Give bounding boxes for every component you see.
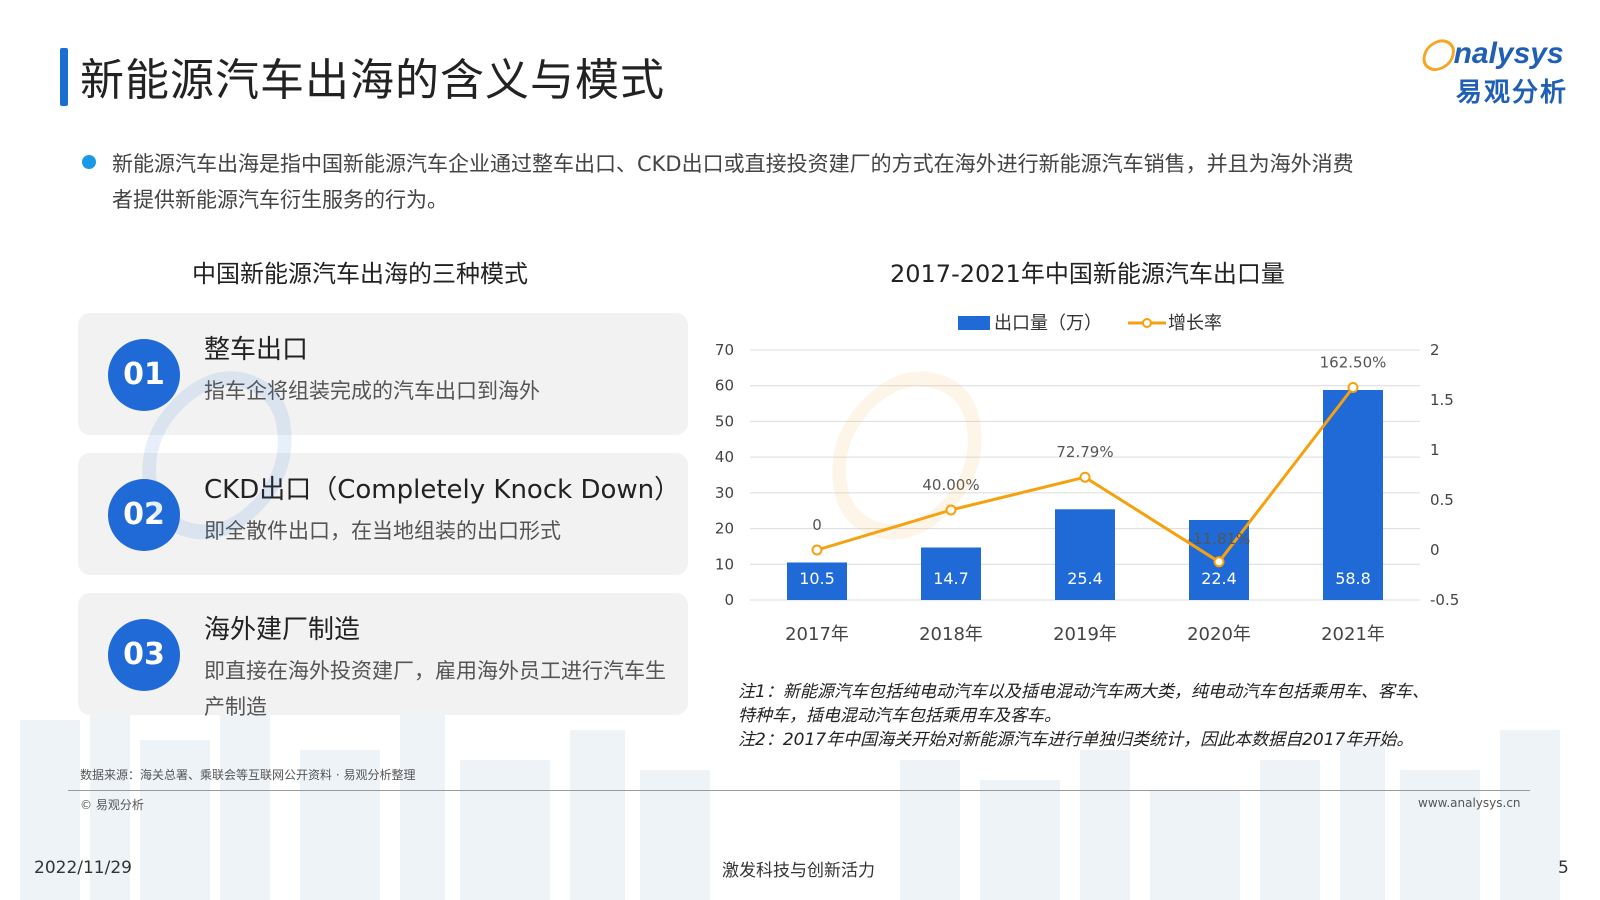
growth-rate-label: 162.50% xyxy=(1320,354,1387,372)
brand-logo: ◯nalysys 易观分析 xyxy=(1420,38,1588,109)
intro-line-2: 者提供新能源汽车衍生服务的行为。 xyxy=(112,188,448,212)
bar-value-label: 25.4 xyxy=(1067,569,1103,588)
logo-swoosh-icon: ◯ xyxy=(1420,37,1454,70)
export-volume-chart: 出口量（万） 增长率 0 10 20 30 40 50 60 70 -0.5 0 0.5 1 1.5 2 10.… xyxy=(715,313,1459,645)
bar xyxy=(1055,509,1115,600)
y-left-tick-label: 60 xyxy=(715,377,734,395)
x-tick-label: 2018年 xyxy=(919,624,983,645)
note-1-line-1: 注1：新能源汽车包括纯电动汽车以及插电混动汽车两大类，纯电动汽车包括乘用车、客车… xyxy=(738,682,1429,702)
data-source: 数据来源：海关总署、乘联会等互联网公开资料 · 易观分析整理 xyxy=(80,768,416,782)
note-1-line-2: 特种车，插电混动汽车包括乘用车及客车。 xyxy=(738,706,1061,726)
y-right-tick-label: 1 xyxy=(1430,441,1440,459)
mode-description: 指车企将组装完成的汽车出口到海外 xyxy=(204,379,540,403)
y-right-tick-label: 2 xyxy=(1430,341,1440,359)
modes-section-title: 中国新能源汽车出海的三种模式 xyxy=(192,260,528,288)
copyright: © 易观分析 xyxy=(80,798,144,812)
legend-line-marker xyxy=(1142,318,1152,328)
report-date: 2022/11/29 xyxy=(34,858,132,878)
legend-bar-label: 出口量（万） xyxy=(994,313,1102,334)
growth-rate-point xyxy=(1079,471,1091,483)
website-link[interactable]: www.analysys.cn xyxy=(1418,796,1521,810)
page-title: 新能源汽车出海的含义与模式 xyxy=(80,55,665,106)
growth-rate-label: 72.79% xyxy=(1056,443,1113,461)
logo-wordmark: ◯nalysys xyxy=(1420,38,1588,70)
y-right-tick-label: -0.5 xyxy=(1430,591,1459,609)
chart-title: 2017-2021年中国新能源汽车出口量 xyxy=(890,260,1285,288)
chart-notes: 注1：新能源汽车包括纯电动汽车以及插电混动汽车两大类，纯电动汽车包括乘用车、客车… xyxy=(738,680,1548,752)
bar-value-label: 10.5 xyxy=(799,569,835,588)
growth-rate-label: 40.00% xyxy=(922,476,979,494)
logo-wordmark-text: nalysys xyxy=(1453,37,1564,70)
mode-card: 02 CKD出口（Completely Knock Down） 即全散件出口，在… xyxy=(78,453,688,575)
mode-title: 海外建厂制造 xyxy=(204,615,361,645)
x-tick-label: 2021年 xyxy=(1321,624,1385,645)
note-2: 注2：2017年中国海关开始对新能源汽车进行单独归类统计，因此本数据自2017年… xyxy=(738,730,1414,750)
growth-rate-point xyxy=(1213,556,1225,568)
growth-rate-label: -11.81% xyxy=(1188,530,1251,548)
bar xyxy=(1323,390,1383,600)
growth-rate-point xyxy=(1347,382,1359,393)
y-right-tick-label: 0.5 xyxy=(1430,491,1454,509)
x-tick-label: 2017年 xyxy=(785,624,849,645)
logo-chinese: 易观分析 xyxy=(1456,78,1569,108)
y-left-tick-label: 40 xyxy=(715,448,734,466)
mode-title: CKD出口（Completely Knock Down） xyxy=(204,475,681,505)
mode-title: 整车出口 xyxy=(204,335,309,365)
y-left-tick-label: 0 xyxy=(724,591,734,609)
legend-bar-swatch xyxy=(958,316,990,330)
mode-description: 即全散件出口，在当地组装的出口形式 xyxy=(204,519,561,543)
intro-text: 新能源汽车出海是指中国新能源汽车企业通过整车出口、CKD出口或直接投资建厂的方式… xyxy=(112,146,1522,218)
y-left-tick-label: 50 xyxy=(715,412,734,430)
y-left-tick-label: 30 xyxy=(715,484,734,502)
slogan: 激发科技与创新活力 xyxy=(722,861,875,881)
bullet-icon xyxy=(82,155,96,169)
y-left-tick-label: 70 xyxy=(715,341,734,359)
legend-line-label: 增长率 xyxy=(1168,313,1222,334)
y-right-tick-label: 1.5 xyxy=(1430,391,1454,409)
page-number: 5 xyxy=(1558,858,1569,878)
mode-number-badge: 02 xyxy=(108,479,180,551)
y-left-tick-label: 10 xyxy=(715,555,734,573)
mode-number-badge: 03 xyxy=(108,619,180,691)
intro-line-1: 新能源汽车出海是指中国新能源汽车企业通过整车出口、CKD出口或直接投资建厂的方式… xyxy=(112,152,1354,176)
mode-card: 01 整车出口 指车企将组装完成的汽车出口到海外 xyxy=(78,313,688,435)
modes-list: 01 整车出口 指车企将组装完成的汽车出口到海外 02 CKD出口（Comple… xyxy=(78,313,688,733)
mode-card: 03 海外建厂制造 即直接在海外投资建厂，雇用海外员工进行汽车生产制造 xyxy=(78,593,688,719)
growth-rate-label: 0 xyxy=(812,516,822,534)
footer-divider xyxy=(68,790,1530,791)
mode-number-badge: 01 xyxy=(108,339,180,411)
mode-description: 即直接在海外投资建厂，雇用海外员工进行汽车生产制造 xyxy=(204,659,666,719)
bar-value-label: 22.4 xyxy=(1201,569,1237,588)
bar xyxy=(921,547,981,600)
title-accent-bar xyxy=(60,48,68,106)
growth-rate-point xyxy=(811,544,823,556)
x-tick-label: 2020年 xyxy=(1187,624,1251,645)
x-tick-label: 2019年 xyxy=(1053,624,1117,645)
bar-value-label: 58.8 xyxy=(1335,569,1371,588)
bar-value-label: 14.7 xyxy=(933,569,969,588)
y-right-tick-label: 0 xyxy=(1430,541,1440,559)
bar xyxy=(787,562,847,600)
y-left-tick-label: 20 xyxy=(715,520,734,538)
growth-rate-point xyxy=(945,504,957,516)
